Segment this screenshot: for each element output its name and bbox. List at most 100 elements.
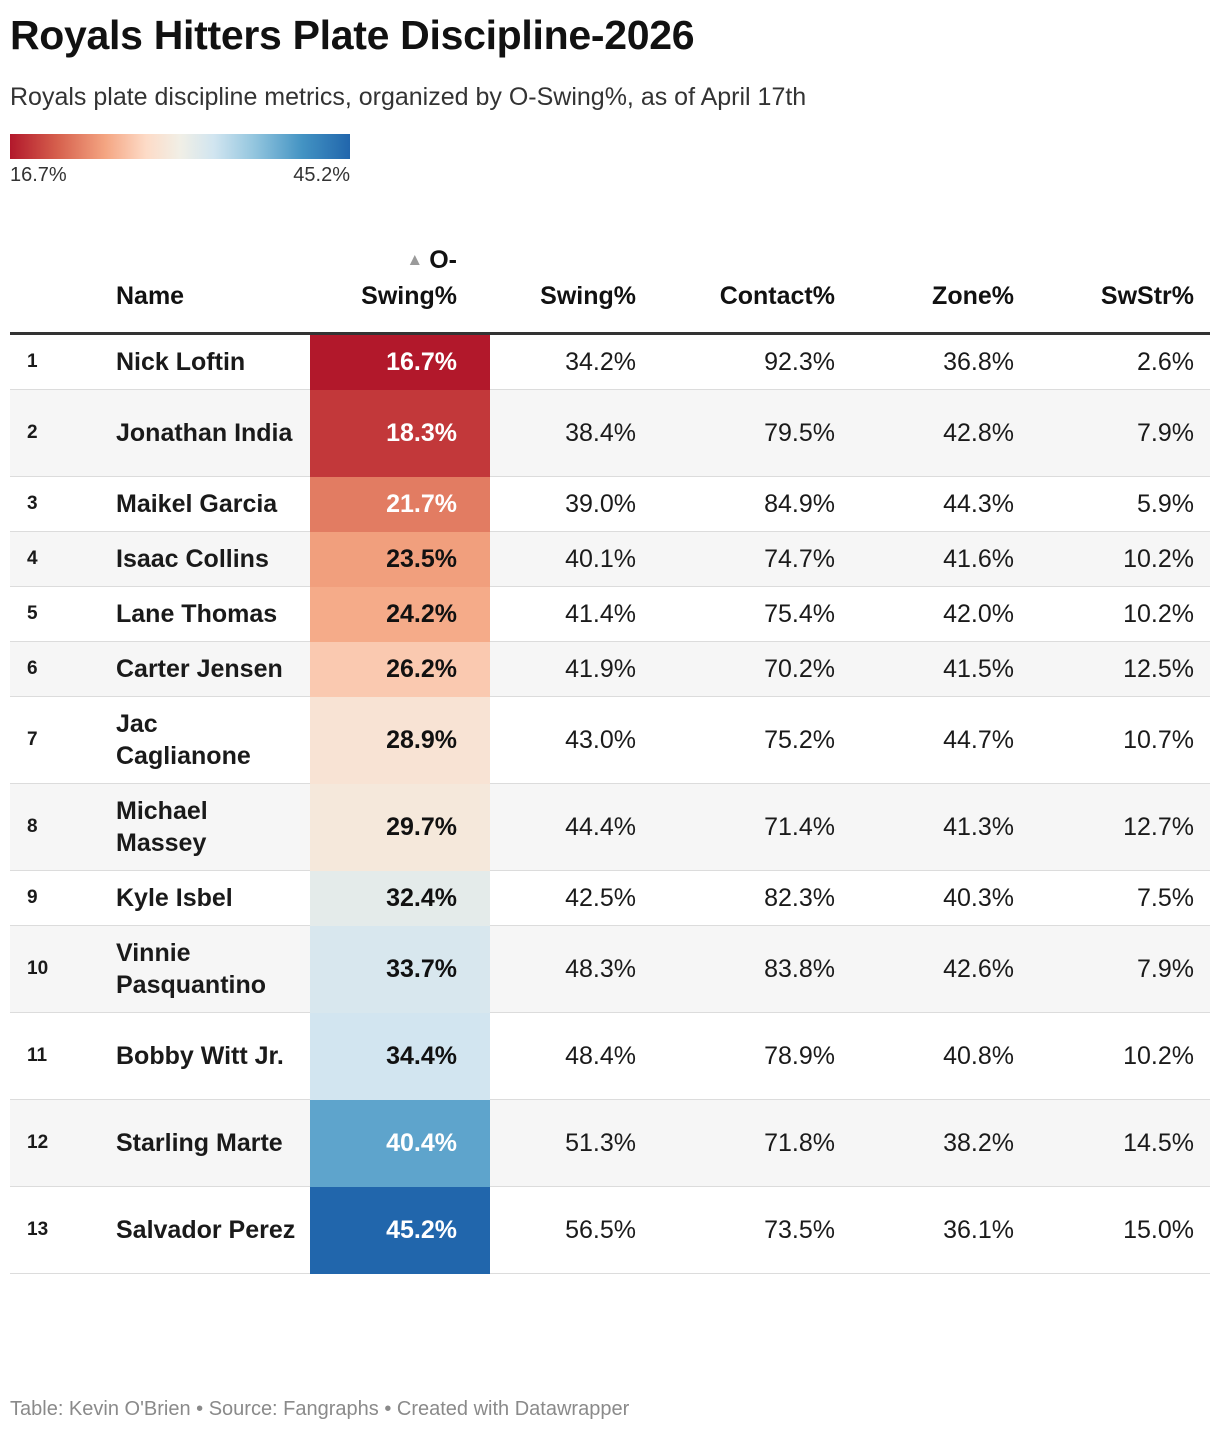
contact-cell: 71.8% xyxy=(764,1128,835,1157)
player-name-cell: Jonathan India xyxy=(116,419,293,447)
contact-cell: 75.4% xyxy=(764,599,835,628)
swstr-cell: 12.5% xyxy=(1123,654,1194,683)
swing-cell: 51.3% xyxy=(565,1128,636,1157)
swing-cell: 48.4% xyxy=(565,1041,636,1070)
table-row: 12 Starling Marte 40.4% 51.3% 71.8% 38.2% 14.5… xyxy=(10,1100,1210,1187)
oswing-cell: 24.2% xyxy=(310,587,490,642)
header-swstr[interactable]: SwStr% xyxy=(1100,282,1194,310)
table-row: 5 Lane Thomas 24.2% 41.4% 75.4% 42.0% 10.2% xyxy=(10,587,1210,642)
swing-cell: 38.4% xyxy=(565,418,636,447)
oswing-cell: 34.4% xyxy=(310,1013,490,1100)
swstr-cell: 7.9% xyxy=(1137,418,1194,447)
zone-cell: 41.3% xyxy=(943,812,1014,841)
header-zone[interactable]: Zone% xyxy=(932,282,1014,310)
swstr-cell: 14.5% xyxy=(1123,1128,1194,1157)
table-row: 10 Vinnie Pasquantino 33.7% 48.3% 83.8% 42.6%… xyxy=(10,926,1210,1013)
rank-cell: 4 xyxy=(27,548,38,569)
player-name-cell: Nick Loftin xyxy=(116,348,246,376)
contact-cell: 79.5% xyxy=(764,418,835,447)
rank-cell: 9 xyxy=(27,887,38,908)
swing-cell: 40.1% xyxy=(565,544,636,573)
header-oswing-line1: O- xyxy=(429,246,457,274)
rank-cell: 1 xyxy=(27,351,38,372)
contact-cell: 74.7% xyxy=(764,544,835,573)
swing-cell: 41.4% xyxy=(565,599,636,628)
table-row: 3 Maikel Garcia 21.7% 39.0% 84.9% 44.3% 5.9% xyxy=(10,477,1210,532)
chart-subtitle: Royals plate discipline metrics, organiz… xyxy=(10,83,807,111)
oswing-cell: 18.3% xyxy=(310,390,490,477)
swstr-cell: 10.7% xyxy=(1123,725,1194,754)
zone-cell: 36.1% xyxy=(943,1215,1014,1244)
table-row: 13 Salvador Perez 45.2% 56.5% 73.5% 36.1% 15.0… xyxy=(10,1187,1210,1274)
player-name-cell: Vinnie Pasquantino xyxy=(116,939,267,999)
table-row: 7 Jac Caglianone 28.9% 43.0% 75.2% 44.7% 10.7% xyxy=(10,697,1210,784)
rank-cell: 10 xyxy=(27,958,49,979)
table-header: Name ▲ O- Swing% Swing% Contact% Zone% Sw… xyxy=(10,244,1210,335)
zone-cell: 41.6% xyxy=(943,544,1014,573)
header-swing[interactable]: Swing% xyxy=(540,282,636,310)
contact-cell: 83.8% xyxy=(764,954,835,983)
swstr-cell: 5.9% xyxy=(1137,489,1194,518)
rank-cell: 5 xyxy=(27,603,38,624)
player-name-cell: Michael Massey xyxy=(116,797,208,857)
player-name-cell: Lane Thomas xyxy=(116,600,278,628)
oswing-cell: 26.2% xyxy=(310,642,490,697)
player-name-cell: Salvador Perez xyxy=(116,1216,296,1244)
player-name-cell: Bobby Witt Jr. xyxy=(116,1042,284,1070)
contact-cell: 70.2% xyxy=(764,654,835,683)
contact-cell: 82.3% xyxy=(764,883,835,912)
swing-cell: 39.0% xyxy=(565,489,636,518)
table-row: 1 Nick Loftin 16.7% 34.2% 92.3% 36.8% 2.6% xyxy=(10,335,1210,390)
swing-cell: 44.4% xyxy=(565,812,636,841)
sort-ascending-icon: ▲ xyxy=(406,250,424,269)
header-name[interactable]: Name xyxy=(116,282,185,310)
swing-cell: 56.5% xyxy=(565,1215,636,1244)
footer-credits: Table: Kevin O'Brien • Source: Fangraphs… xyxy=(10,1398,630,1420)
swing-cell: 48.3% xyxy=(565,954,636,983)
legend-max-label: 45.2% xyxy=(293,164,350,186)
swstr-cell: 7.9% xyxy=(1137,954,1194,983)
swstr-cell: 7.5% xyxy=(1137,883,1194,912)
color-scale-bar xyxy=(10,134,350,159)
header-oswing-line2: Swing% xyxy=(361,282,457,310)
swstr-cell: 10.2% xyxy=(1123,1041,1194,1070)
oswing-cell: 33.7% xyxy=(310,926,490,1013)
rank-cell: 13 xyxy=(27,1219,49,1240)
rank-cell: 12 xyxy=(27,1132,49,1153)
oswing-cell: 23.5% xyxy=(310,532,490,587)
rank-cell: 7 xyxy=(27,729,38,750)
zone-cell: 44.3% xyxy=(943,489,1014,518)
swstr-cell: 2.6% xyxy=(1137,347,1194,376)
rank-cell: 6 xyxy=(27,658,38,679)
contact-cell: 75.2% xyxy=(764,725,835,754)
zone-cell: 40.3% xyxy=(943,883,1014,912)
player-name-cell: Jac Caglianone xyxy=(116,710,251,770)
rank-cell: 8 xyxy=(27,816,38,837)
swing-cell: 43.0% xyxy=(565,725,636,754)
header-oswing[interactable]: ▲ O- Swing% xyxy=(361,242,457,314)
rank-cell: 3 xyxy=(27,493,38,514)
header-contact[interactable]: Contact% xyxy=(719,282,835,310)
color-legend: 16.7% 45.2% xyxy=(10,134,350,186)
table-row: 4 Isaac Collins 23.5% 40.1% 74.7% 41.6% 10.2% xyxy=(10,532,1210,587)
table-row: 6 Carter Jensen 26.2% 41.9% 70.2% 41.5% 12.5% xyxy=(10,642,1210,697)
swing-cell: 34.2% xyxy=(565,347,636,376)
contact-cell: 84.9% xyxy=(764,489,835,518)
zone-cell: 40.8% xyxy=(943,1041,1014,1070)
swing-cell: 42.5% xyxy=(565,883,636,912)
oswing-cell: 28.9% xyxy=(310,697,490,784)
oswing-cell: 16.7% xyxy=(310,335,490,390)
player-name-cell: Isaac Collins xyxy=(116,545,269,573)
oswing-cell: 40.4% xyxy=(310,1100,490,1187)
zone-cell: 42.8% xyxy=(943,418,1014,447)
swstr-cell: 15.0% xyxy=(1123,1215,1194,1244)
player-name-cell: Maikel Garcia xyxy=(116,490,278,518)
oswing-cell: 32.4% xyxy=(310,871,490,926)
data-table: Name ▲ O- Swing% Swing% Contact% Zone% Sw… xyxy=(10,244,1210,1274)
rank-cell: 11 xyxy=(27,1045,48,1066)
player-name-cell: Starling Marte xyxy=(116,1129,283,1157)
rank-cell: 2 xyxy=(27,422,38,443)
chart-title: Royals Hitters Plate Discipline-2026 xyxy=(10,12,695,58)
swing-cell: 41.9% xyxy=(565,654,636,683)
swstr-cell: 10.2% xyxy=(1123,599,1194,628)
